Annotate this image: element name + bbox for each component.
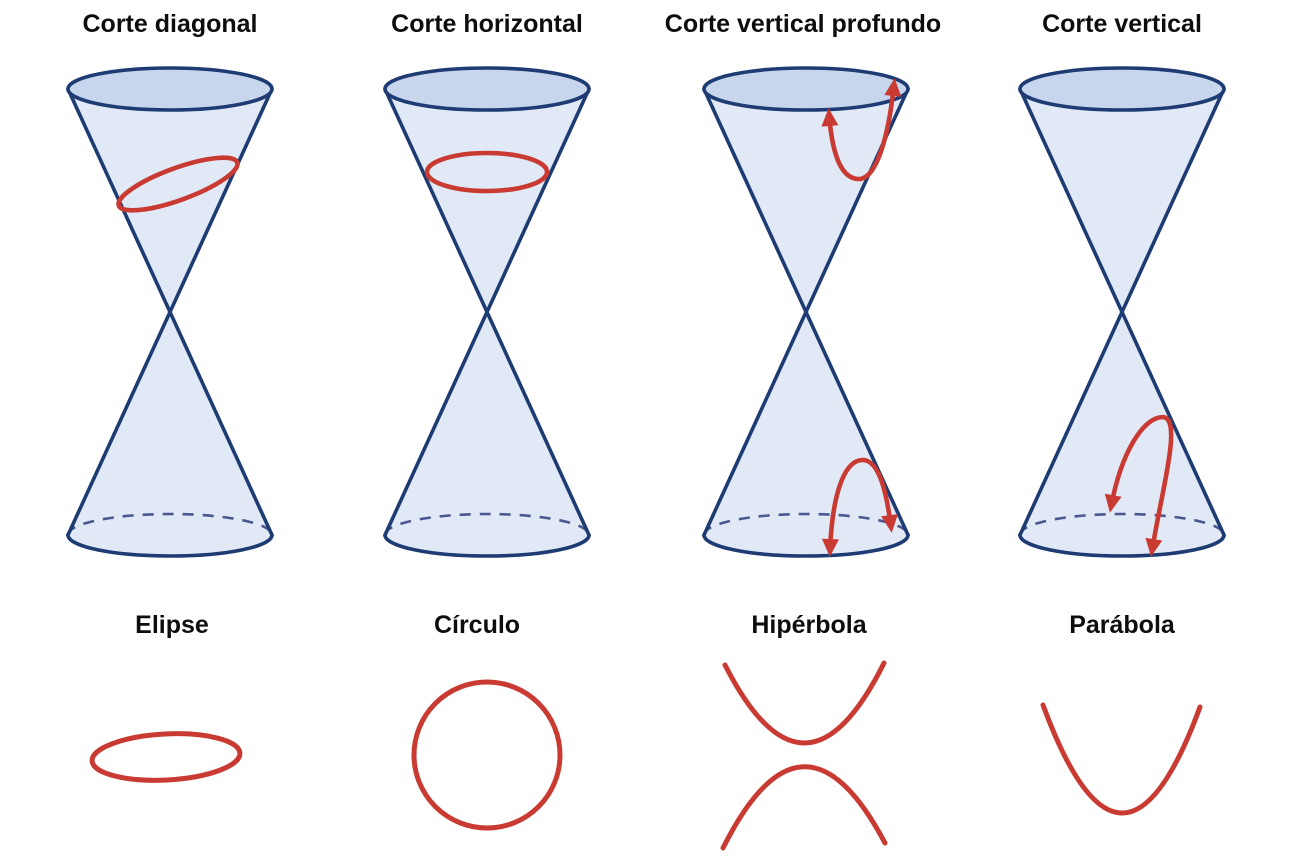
double-cone-horizontal (383, 66, 591, 558)
vertical-cut-arrow (1104, 414, 1174, 557)
cut-title-horizontal: Corte horizontal (391, 10, 583, 38)
cut-title-diagonal: Corte diagonal (82, 10, 258, 38)
deep-vertical-cut-lower-arrow (821, 457, 898, 557)
cut-title-vertical-profundo: Corte vertical profundo (664, 10, 942, 38)
double-cone-diagonal (66, 66, 274, 558)
conic-label-circulo: Círculo (433, 611, 521, 639)
parabola-shape (1040, 702, 1203, 816)
conic-label-hiperbola: Hipérbola (751, 611, 867, 639)
horizontal-cut-ellipse (424, 150, 550, 194)
diagonal-cut-ellipse (116, 155, 240, 213)
double-cone-vertical-profundo (702, 66, 910, 558)
ellipse-shape (89, 731, 243, 783)
deep-vertical-cut-upper-arrow (821, 78, 902, 182)
hyperbola-shape-lower-branch (720, 764, 888, 851)
conic-label-parabola: Parábola (1069, 611, 1175, 639)
circle-shape (411, 679, 563, 831)
conic-label-elipse: Elipse (135, 611, 209, 639)
double-cone-vertical (1018, 66, 1226, 558)
hyperbola-shape-upper-branch (722, 660, 887, 746)
cut-title-vertical: Corte vertical (1042, 10, 1202, 38)
